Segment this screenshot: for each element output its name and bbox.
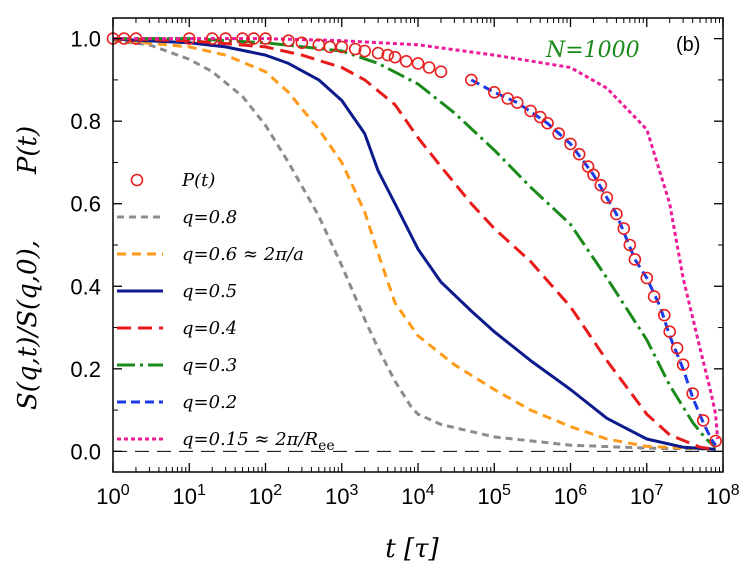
- y-axis-label: S(q,t)/S(q,0), P(t): [13, 126, 43, 410]
- pt-marker-29: [541, 116, 554, 130]
- pt-marker-46: [676, 358, 690, 372]
- series-line-5: [113, 37, 717, 449]
- x-tick-label: 102: [249, 482, 282, 509]
- x-tick-label: 103: [325, 482, 358, 509]
- series-layer: [106, 32, 722, 451]
- pt-marker-36: [600, 191, 614, 204]
- y-tick-label: 0.0: [70, 439, 101, 464]
- x-tick-label: 101: [173, 482, 206, 509]
- pt-marker-15: [358, 44, 372, 58]
- pt-marker-40: [628, 253, 642, 266]
- pt-marker-18: [388, 50, 402, 64]
- legend-label-3: q=0.5: [182, 281, 237, 302]
- pt-marker-8: [259, 32, 272, 45]
- pt-marker-5: [219, 32, 232, 45]
- y-tick-label: 0.4: [70, 274, 101, 299]
- x-axis-label: t [τ]: [385, 534, 439, 564]
- pt-marker-2: [129, 32, 143, 45]
- x-tick-label: 100: [96, 482, 129, 509]
- legend-label-1: q=0.8: [182, 207, 237, 228]
- pt-marker-45: [670, 341, 684, 355]
- pt-marker-23: [464, 73, 478, 87]
- y-tick-label: 0.6: [70, 192, 101, 217]
- legend-label-2: q=0.6 ≈ 2π/a: [182, 244, 304, 265]
- pt-marker-19: [399, 54, 413, 68]
- pt-marker-35: [594, 178, 608, 192]
- y-tick-label: 1.0: [70, 27, 101, 52]
- pt-marker-9: [282, 34, 295, 48]
- y-axis-label-secondary: P(t): [13, 126, 43, 175]
- pt-marker-32: [572, 147, 586, 161]
- legend-label-0: P(t): [181, 170, 215, 191]
- x-tick-label: 107: [630, 482, 663, 509]
- pt-marker-28: [533, 110, 547, 124]
- series-line-4: [112, 37, 716, 451]
- pt-marker-43: [657, 308, 671, 322]
- legend-label-6: q=0.2: [182, 392, 237, 413]
- pt-marker-26: [510, 96, 524, 109]
- pt-marker-44: [663, 325, 677, 339]
- x-tick-label: 105: [478, 482, 511, 509]
- pt-marker-42: [647, 290, 661, 303]
- pt-marker-22: [434, 65, 448, 78]
- pt-marker-39: [623, 238, 637, 252]
- pt-marker-3: [183, 32, 196, 45]
- legend-marker-0: [130, 173, 144, 187]
- pt-marker-10: [295, 36, 309, 50]
- pt-marker-47: [686, 387, 700, 400]
- y-axis-label-main: S(q,t)/S(q,0),: [13, 240, 43, 410]
- series-line-2: [112, 38, 716, 451]
- pt-marker-37: [610, 207, 623, 221]
- pt-marker-16: [371, 46, 385, 60]
- x-tick-label: 104: [401, 482, 434, 509]
- pt-marker-31: [564, 137, 577, 151]
- pt-marker-4: [205, 32, 219, 45]
- panel-label: (b): [676, 34, 700, 56]
- pt-marker-49: [709, 434, 722, 448]
- legend-label-4: q=0.4: [182, 318, 237, 339]
- series-line-3: [112, 37, 716, 451]
- series-line-1: [112, 39, 716, 451]
- pt-marker-30: [552, 127, 566, 140]
- n-annotation: N=1000: [545, 38, 640, 63]
- pt-marker-13: [335, 40, 349, 54]
- pt-marker-20: [411, 57, 425, 70]
- pt-marker-48: [696, 414, 710, 427]
- pt-marker-38: [617, 222, 631, 235]
- x-tick-label: 106: [554, 482, 587, 509]
- legend-label-7: q=0.15 ≈ 2π/Ree: [182, 429, 335, 454]
- y-tick-label: 0.8: [70, 109, 101, 134]
- x-tick-label: 108: [706, 482, 739, 509]
- pt-marker-24: [487, 86, 501, 99]
- pt-marker-21: [422, 61, 436, 74]
- pt-marker-12: [323, 40, 337, 54]
- series-line-7: [113, 37, 720, 440]
- pt-marker-27: [524, 104, 537, 118]
- legend-label-5: q=0.3: [182, 355, 237, 376]
- pt-marker-41: [640, 271, 654, 285]
- pt-marker-34: [587, 168, 600, 182]
- y-tick-label: 0.2: [70, 357, 101, 382]
- legend: P(t) q=0.8 q=0.6 ≈ 2π/a q=0.5 q=0.4 q=0.3 q=0.…: [117, 170, 335, 454]
- pt-marker-17: [381, 48, 395, 62]
- pt-marker-14: [348, 42, 362, 56]
